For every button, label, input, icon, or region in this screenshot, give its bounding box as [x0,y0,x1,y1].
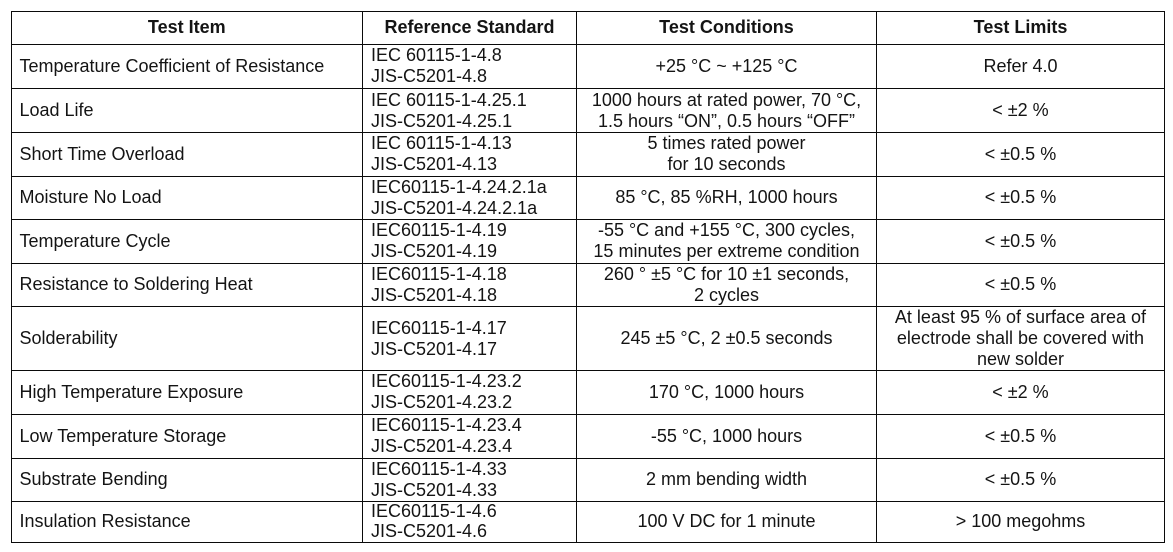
table-body: Temperature Coefficient of Resistance IEC… [11,44,1165,543]
cell-test-conditions: 260 ° ±5 °C for 10 ±1 seconds, 2 cycles [577,263,877,307]
cell-test-item: Load Life [11,89,363,133]
table-row: Short Time Overload IEC 60115-1-4.13 JIS-… [11,133,1165,177]
cell-reference-standard: IEC60115-1-4.23.2 JIS-C5201-4.23.2 [363,371,577,415]
reliability-test-table: Test Item Reference Standard Test Condit… [10,10,1165,543]
cell-test-limits: < ±2 % [877,89,1165,133]
cell-test-item: Resistance to Soldering Heat [11,263,363,307]
cell-test-conditions: 2 mm bending width [577,458,877,502]
cell-reference-standard: IEC 60115-1-4.8 JIS-C5201-4.8 [363,44,577,89]
cell-test-item: Moisture No Load [11,176,363,220]
table-row: Low Temperature Storage IEC60115-1-4.23.4… [11,414,1165,459]
cell-reference-standard: IEC60115-1-4.23.4 JIS-C5201-4.23.4 [363,414,577,459]
cell-reference-standard: IEC 60115-1-4.25.1 JIS-C5201-4.25.1 [363,89,577,133]
cell-test-limits: < ±0.5 % [877,263,1165,307]
table-row: Temperature Coefficient of Resistance IEC… [11,44,1165,89]
cell-test-conditions: 170 °C, 1000 hours [577,371,877,415]
table-header: Test Item Reference Standard Test Condit… [11,11,1165,45]
cell-test-limits: < ±2 % [877,371,1165,415]
cell-test-item: Temperature Coefficient of Resistance [11,44,363,89]
cell-test-limits: Refer 4.0 [877,44,1165,89]
cell-reference-standard: IEC60115-1-4.17 JIS-C5201-4.17 [363,307,577,371]
cell-reference-standard: IEC60115-1-4.33 JIS-C5201-4.33 [363,458,577,502]
header-test-conditions: Test Conditions [577,11,877,45]
header-test-limits: Test Limits [877,11,1165,45]
header-test-item: Test Item [11,11,363,45]
table-row: High Temperature Exposure IEC60115-1-4.23… [11,371,1165,415]
cell-test-item: Insulation Resistance [11,502,363,543]
cell-test-conditions: 1000 hours at rated power, 70 °C, 1.5 ho… [577,89,877,133]
cell-test-limits: < ±0.5 % [877,220,1165,264]
cell-reference-standard: IEC60115-1-4.19 JIS-C5201-4.19 [363,220,577,264]
cell-test-limits: < ±0.5 % [877,176,1165,220]
cell-test-conditions: 245 ±5 °C, 2 ±0.5 seconds [577,307,877,371]
table-row: Solderability IEC60115-1-4.17 JIS-C5201-4… [11,307,1165,371]
cell-test-item: Short Time Overload [11,133,363,177]
table-row: Moisture No Load IEC60115-1-4.24.2.1a JIS… [11,176,1165,220]
table-row: Load Life IEC 60115-1-4.25.1 JIS-C5201-4.… [11,89,1165,133]
cell-reference-standard: IEC60115-1-4.18 JIS-C5201-4.18 [363,263,577,307]
cell-test-item: High Temperature Exposure [11,371,363,415]
cell-test-conditions: -55 °C, 1000 hours [577,414,877,459]
cell-test-conditions: 5 times rated power for 10 seconds [577,133,877,177]
cell-test-limits: < ±0.5 % [877,458,1165,502]
cell-test-conditions: 100 V DC for 1 minute [577,502,877,543]
table-row: Substrate Bending IEC60115-1-4.33 JIS-C52… [11,458,1165,502]
cell-reference-standard: IEC 60115-1-4.13 JIS-C5201-4.13 [363,133,577,177]
header-reference-standard: Reference Standard [363,11,577,45]
cell-test-conditions: 85 °C, 85 %RH, 1000 hours [577,176,877,220]
cell-test-limits: < ±0.5 % [877,414,1165,459]
cell-reference-standard: IEC60115-1-4.24.2.1a JIS-C5201-4.24.2.1a [363,176,577,220]
table-row: Insulation Resistance IEC60115-1-4.6 JIS-… [11,502,1165,543]
cell-test-item: Temperature Cycle [11,220,363,264]
header-row: Test Item Reference Standard Test Condit… [11,11,1165,45]
table-row: Temperature Cycle IEC60115-1-4.19 JIS-C52… [11,220,1165,264]
cell-test-limits: < ±0.5 % [877,133,1165,177]
cell-test-limits: > 100 megohms [877,502,1165,543]
cell-test-conditions: +25 °C ~ +125 °C [577,44,877,89]
cell-test-item: Low Temperature Storage [11,414,363,459]
table-row: Resistance to Soldering Heat IEC60115-1-4… [11,263,1165,307]
cell-test-conditions: -55 °C and +155 °C, 300 cycles, 15 minut… [577,220,877,264]
cell-test-item: Substrate Bending [11,458,363,502]
cell-test-item: Solderability [11,307,363,371]
cell-test-limits: At least 95 % of surface area of electro… [877,307,1165,371]
cell-reference-standard: IEC60115-1-4.6 JIS-C5201-4.6 [363,502,577,543]
